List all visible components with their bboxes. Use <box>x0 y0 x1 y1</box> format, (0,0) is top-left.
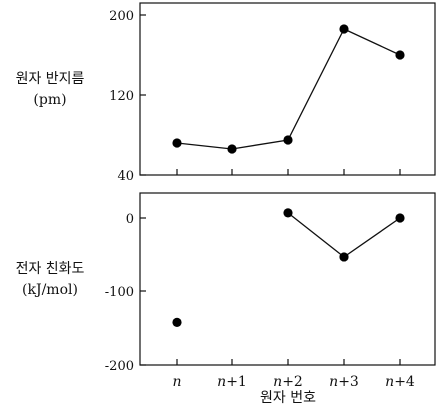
bottom-series <box>172 208 405 327</box>
bottom-data-point <box>339 252 349 262</box>
bottom-data-point <box>172 317 182 327</box>
top-data-point <box>283 135 293 145</box>
x-category-label: n+4 <box>385 374 415 390</box>
x-category-labels: n n+1 n+2 n+3 n+4 <box>172 169 415 390</box>
top-ylabel-line2: (pm) <box>33 92 66 108</box>
bottom-y-tick-label: 0 <box>126 212 134 227</box>
bottom-plot-frame <box>139 192 436 366</box>
top-y-tick-label: 40 <box>117 169 134 184</box>
bottom-y-tick-label: -100 <box>105 285 134 300</box>
top-ylabel-line1: 원자 반지름 <box>16 71 85 87</box>
top-series <box>172 24 405 154</box>
top-y-ticks: 40 120 200 <box>109 9 146 184</box>
top-y-tick-label: 200 <box>109 9 134 24</box>
top-data-point <box>339 24 349 34</box>
x-category-label: n+3 <box>329 374 359 390</box>
top-y-tick-label: 120 <box>109 89 134 104</box>
x-category-label: n+2 <box>273 374 303 390</box>
top-plot-frame <box>139 2 436 176</box>
top-data-point <box>395 50 405 60</box>
x-axis-label: 원자 번호 <box>260 390 316 406</box>
bottom-y-ticks: 0 -100 -200 <box>105 212 146 374</box>
bottom-ylabel-line1: 전자 친화도 <box>16 261 85 277</box>
bottom-data-point <box>395 213 405 223</box>
bottom-data-point <box>283 208 293 218</box>
bottom-y-tick-label: -200 <box>105 359 134 374</box>
x-category-label: n <box>172 374 181 390</box>
top-series-line <box>176 28 401 150</box>
top-data-point <box>172 138 182 148</box>
x-category-label: n+1 <box>217 374 247 390</box>
bottom-series-line <box>287 212 401 258</box>
top-data-point <box>227 144 237 154</box>
bottom-ylabel-line2: (kJ/mol) <box>22 282 78 298</box>
